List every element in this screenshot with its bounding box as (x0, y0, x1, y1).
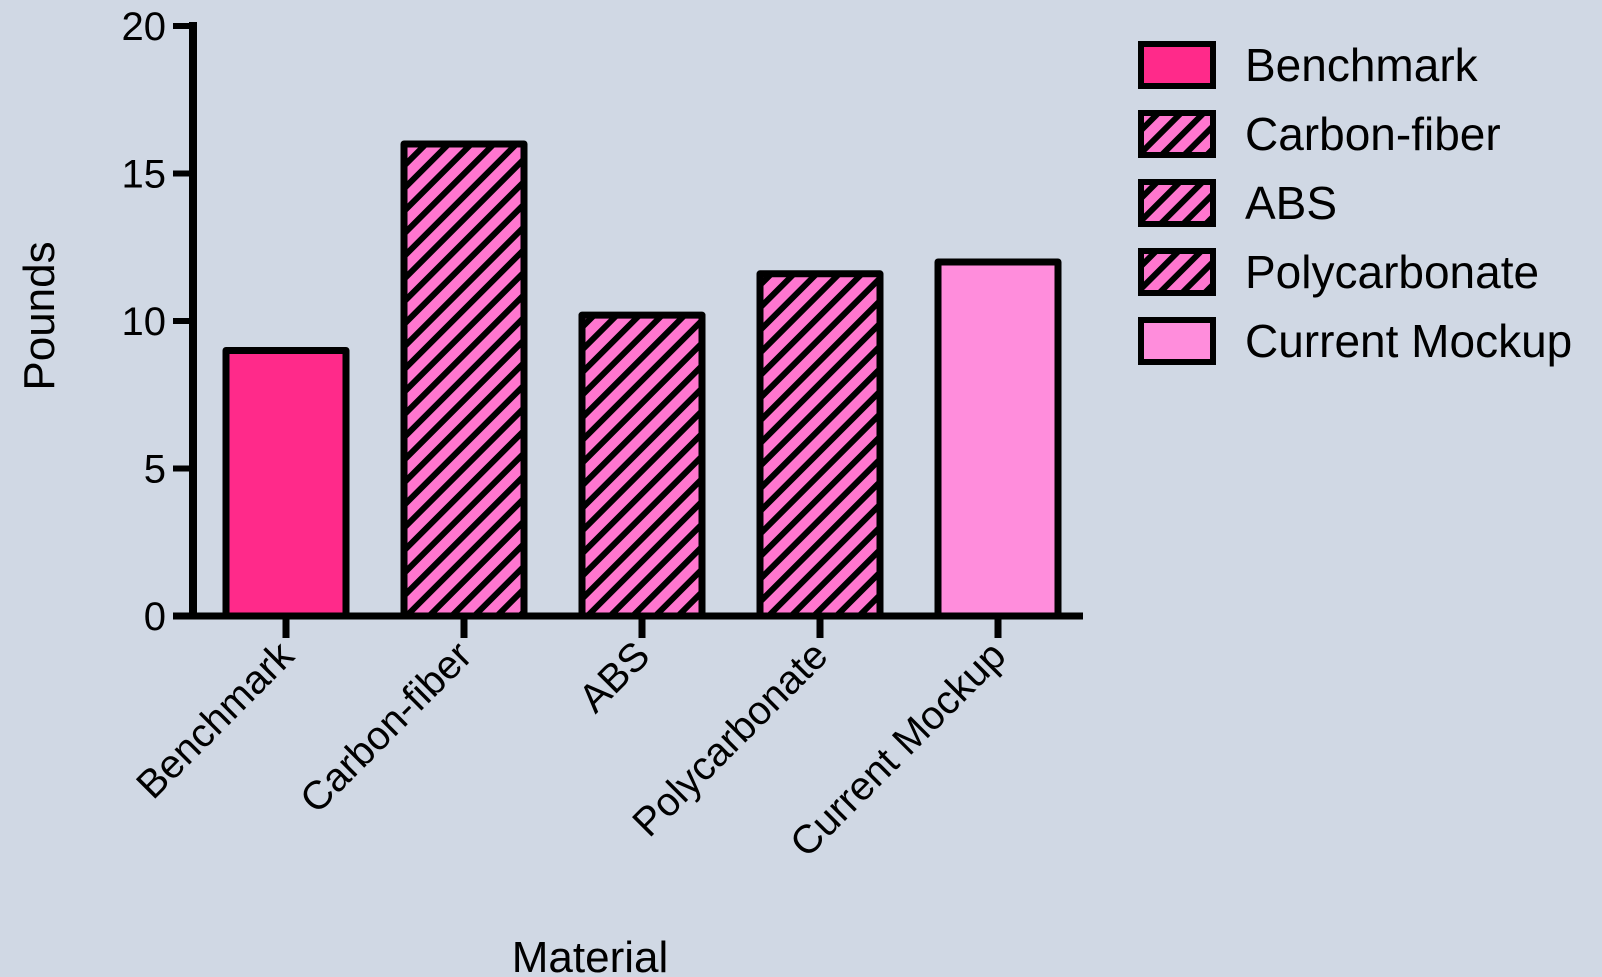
y-ticks: 0 5 10 15 20 (122, 5, 193, 639)
legend-label-1: Carbon-fiber (1245, 108, 1501, 160)
legend-swatch-1 (1138, 110, 1216, 158)
bar-3 (756, 270, 884, 620)
x-tick-label-0: Benchmark (128, 633, 303, 808)
legend-label-0: Benchmark (1245, 39, 1479, 91)
legend-label-4: Current Mockup (1245, 315, 1572, 367)
x-tick-label-1: Carbon-fiber (292, 633, 480, 821)
bar-0 (222, 347, 350, 620)
bar-1 (400, 140, 528, 620)
y-tick-label-2: 10 (122, 300, 167, 344)
y-tick-label-4: 20 (122, 5, 167, 49)
bar-2 (578, 311, 706, 620)
legend-swatch-2 (1138, 179, 1216, 227)
bars-layer (222, 140, 1062, 620)
legend: Benchmark Carbon-fiber ABS Polycarbonate Cur… (1138, 39, 1572, 367)
y-tick-label-0: 0 (144, 595, 166, 639)
y-axis-title: Pounds (15, 241, 64, 390)
legend-swatch-3 (1138, 248, 1216, 296)
x-axis-title: Material (512, 933, 669, 977)
bar-4 (934, 258, 1062, 620)
x-tick-label-2: ABS (571, 633, 659, 721)
y-tick-label-3: 15 (122, 153, 167, 197)
legend-swatch-0 (1138, 41, 1216, 89)
legend-label-3: Polycarbonate (1245, 246, 1539, 298)
legend-swatch-4 (1138, 317, 1216, 365)
y-tick-label-1: 5 (144, 448, 166, 492)
legend-label-2: ABS (1245, 177, 1337, 229)
